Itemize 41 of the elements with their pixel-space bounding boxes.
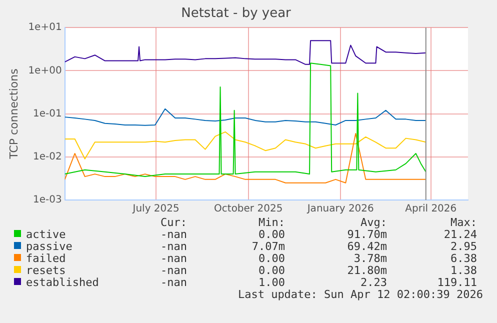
text: Min:: [258, 216, 285, 229]
y-tick-label: 1e+01: [28, 22, 62, 34]
text: Avg:: [360, 216, 387, 229]
y-tick-label: 1e-01: [32, 108, 62, 120]
text: 6.38: [450, 252, 477, 265]
text: 2.23: [360, 276, 387, 289]
x-tick-label: January 2026: [306, 204, 374, 215]
text: -nan: [160, 276, 187, 289]
text: Last update: Sun Apr 12 02:00:39 2026: [238, 288, 483, 301]
text: Cur:: [160, 216, 187, 229]
text: -nan: [160, 228, 187, 241]
legend-label: resets: [26, 264, 66, 277]
legend-label: failed: [26, 252, 66, 265]
text: 119.11: [437, 276, 477, 289]
text: 91.70m: [347, 228, 387, 241]
text: 1.38: [450, 264, 477, 277]
text: -nan: [160, 240, 187, 253]
text: 69.42m: [347, 240, 387, 253]
y-axis-title: TCP connections: [7, 68, 20, 160]
chart-title: Netstat - by year: [181, 6, 292, 22]
text: -nan: [160, 252, 187, 265]
legend-label: established: [26, 276, 99, 289]
y-tick-label: 1e-02: [32, 151, 62, 162]
text: 0.00: [258, 252, 285, 265]
y-tick-label: 1e+00: [28, 65, 62, 76]
legend-label: active: [26, 228, 66, 241]
x-tick-label: April 2026: [405, 204, 457, 215]
y-tick-label: 1e-03: [32, 194, 62, 206]
text: 1.00: [258, 276, 285, 289]
text: 3.78m: [354, 252, 387, 265]
text: 7.07m: [252, 240, 285, 253]
text: Max:: [450, 216, 477, 229]
text: 21.80m: [347, 264, 387, 277]
x-tick-label: July 2025: [132, 204, 180, 215]
text: -nan: [160, 264, 187, 277]
text: 2.95: [450, 240, 477, 253]
text: 0.00: [258, 264, 285, 277]
text: 0.00: [258, 228, 285, 241]
x-tick-label: October 2025: [214, 204, 283, 215]
text: 21.24: [444, 228, 477, 241]
legend-label: passive: [26, 240, 72, 253]
